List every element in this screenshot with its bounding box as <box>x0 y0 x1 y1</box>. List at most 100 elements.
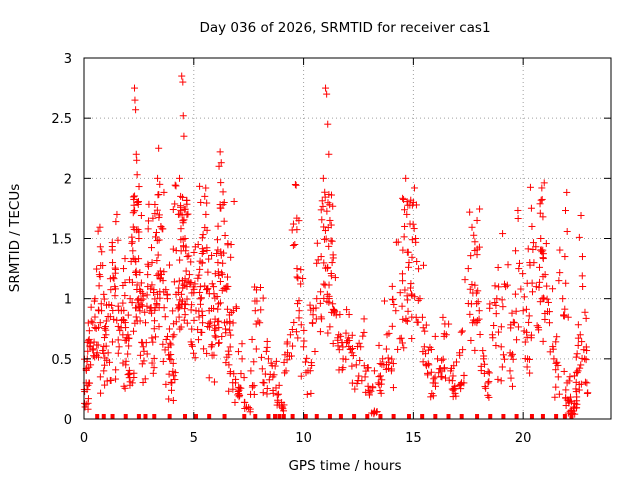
data-point <box>133 198 141 206</box>
data-point <box>316 299 324 307</box>
data-point <box>562 279 570 287</box>
data-point <box>400 344 408 352</box>
data-point <box>554 361 562 369</box>
data-point <box>523 363 531 371</box>
data-point <box>401 206 409 214</box>
data-point <box>561 305 569 313</box>
data-point <box>398 302 406 310</box>
data-point <box>151 201 159 209</box>
data-point <box>215 300 223 308</box>
data-point <box>131 192 139 200</box>
data-point <box>188 301 196 309</box>
data-point <box>320 280 328 288</box>
data-point <box>95 323 103 331</box>
data-point <box>199 248 207 256</box>
data-point <box>120 382 128 390</box>
data-point <box>392 238 400 246</box>
data-point <box>508 309 516 317</box>
data-point <box>352 361 360 369</box>
data-point <box>306 367 314 375</box>
data-point <box>160 304 168 312</box>
data-point <box>115 343 123 351</box>
data-point <box>184 210 192 218</box>
data-point <box>403 198 411 206</box>
data-point <box>513 336 521 344</box>
data-point <box>238 340 246 348</box>
data-point <box>293 273 301 281</box>
data-point <box>538 184 546 192</box>
data-point <box>491 298 499 306</box>
data-point <box>324 120 332 128</box>
data-point <box>498 296 506 304</box>
data-point <box>213 236 221 244</box>
data-point <box>166 339 174 347</box>
data-point <box>132 267 140 275</box>
data-point <box>497 323 505 331</box>
data-point <box>211 270 219 278</box>
data-point <box>578 253 586 261</box>
data-point <box>321 188 329 196</box>
data-point <box>151 295 159 303</box>
data-point <box>577 361 585 369</box>
data-point <box>528 288 536 296</box>
data-point <box>196 265 204 273</box>
data-point <box>125 366 133 374</box>
data-point <box>509 318 517 326</box>
data-point <box>473 216 481 224</box>
data-point <box>574 341 582 349</box>
data-point <box>525 318 533 326</box>
data-point <box>404 307 412 315</box>
data-point <box>471 346 479 354</box>
data-point <box>169 206 177 214</box>
data-point <box>169 396 177 404</box>
data-point <box>215 339 223 347</box>
data-point <box>466 310 474 318</box>
data-point <box>494 375 502 383</box>
data-point <box>419 358 427 366</box>
data-point <box>98 248 106 256</box>
data-point <box>177 192 185 200</box>
data-point <box>254 317 262 325</box>
data-point <box>294 334 302 342</box>
data-point <box>520 293 528 301</box>
data-point <box>476 205 484 213</box>
data-point <box>525 312 533 320</box>
data-point <box>215 317 223 325</box>
zero-point <box>314 414 319 419</box>
data-point <box>102 326 110 334</box>
data-point <box>501 280 509 288</box>
data-point <box>576 331 584 339</box>
data-point <box>187 306 195 314</box>
data-point <box>509 355 517 363</box>
data-point <box>572 353 580 361</box>
data-point <box>160 268 168 276</box>
data-point <box>281 369 289 377</box>
data-point <box>234 348 242 356</box>
data-point <box>396 289 404 297</box>
data-point <box>203 349 211 357</box>
y-axis-label: SRMTID / TECUs <box>7 184 23 292</box>
zero-point <box>562 414 567 419</box>
data-point <box>210 351 218 359</box>
data-point <box>196 288 204 296</box>
data-point <box>103 377 111 385</box>
data-point <box>247 390 255 398</box>
data-point <box>153 300 161 308</box>
data-point <box>125 334 133 342</box>
data-point <box>235 393 243 401</box>
data-point <box>128 299 136 307</box>
data-point <box>562 402 570 410</box>
zero-point <box>514 414 519 419</box>
data-point <box>128 278 136 286</box>
data-point <box>418 313 426 321</box>
data-point <box>141 319 149 327</box>
data-point <box>303 354 311 362</box>
data-point <box>422 321 430 329</box>
data-point <box>267 359 275 367</box>
data-point <box>197 198 205 206</box>
data-point <box>97 300 105 308</box>
data-point <box>152 228 160 236</box>
data-point <box>145 200 153 208</box>
data-point <box>475 307 483 315</box>
